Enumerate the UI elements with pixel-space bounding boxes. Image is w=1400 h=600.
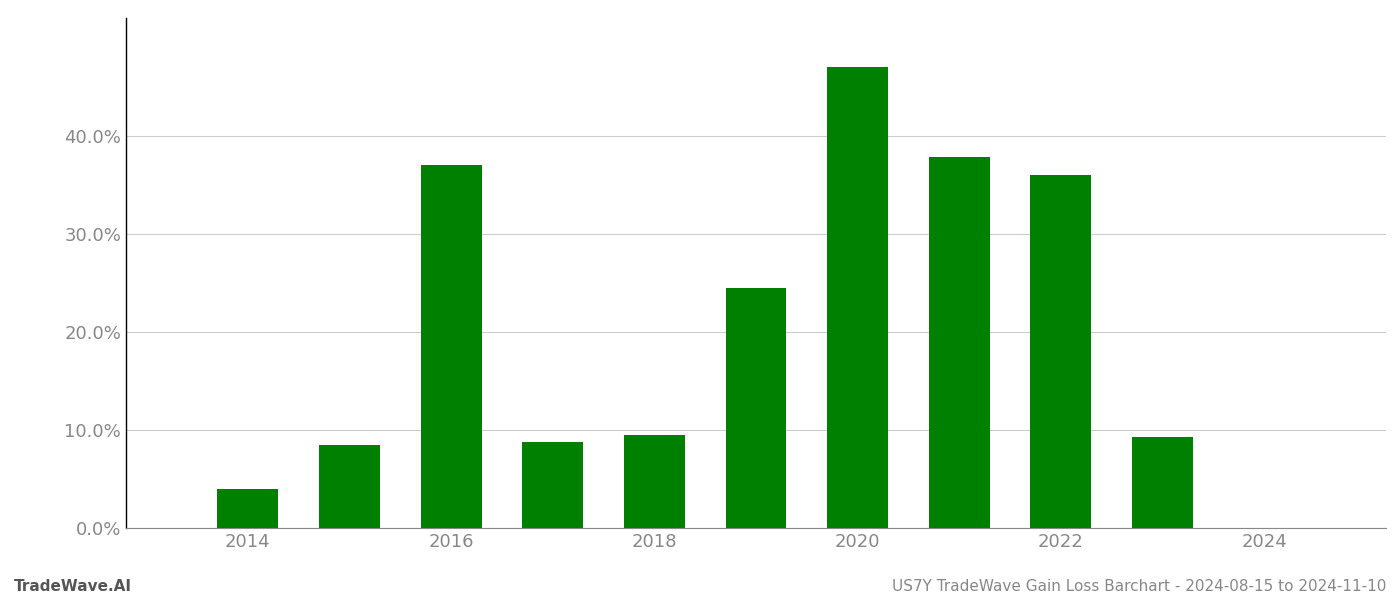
Text: US7Y TradeWave Gain Loss Barchart - 2024-08-15 to 2024-11-10: US7Y TradeWave Gain Loss Barchart - 2024…	[892, 579, 1386, 594]
Bar	[1133, 437, 1193, 528]
Bar	[1030, 175, 1092, 528]
Text: TradeWave.AI: TradeWave.AI	[14, 579, 132, 594]
Bar	[522, 442, 584, 528]
Bar	[217, 489, 279, 528]
Bar	[420, 165, 482, 528]
Bar	[827, 67, 888, 528]
Bar	[319, 445, 379, 528]
Bar	[928, 157, 990, 528]
Bar	[725, 288, 787, 528]
Bar	[624, 435, 685, 528]
